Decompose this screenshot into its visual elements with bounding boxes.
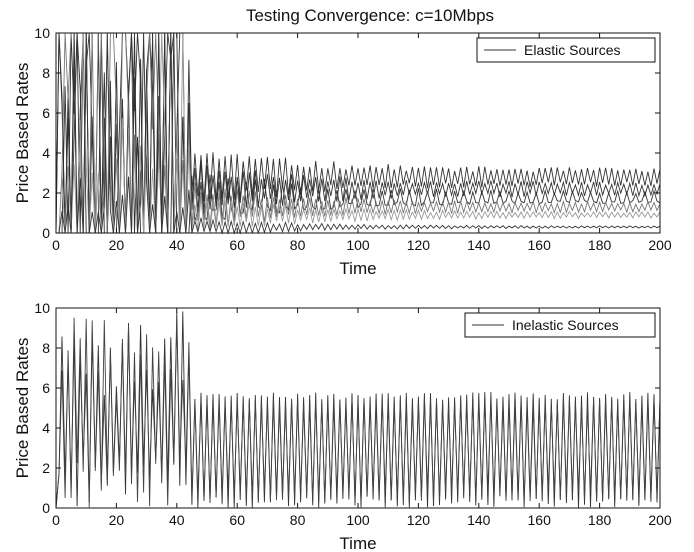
inelastic-series-line [55, 317, 661, 509]
elastic-legend: Elastic Sources [476, 37, 656, 63]
inelastic-x-tick-label: 200 [648, 512, 672, 528]
elastic-x-tick-label: 60 [229, 237, 245, 253]
elastic-x-tick-label: 0 [52, 237, 60, 253]
inelastic-x-tick-label: 100 [346, 512, 370, 528]
inelastic-x-tick-label: 0 [52, 512, 60, 528]
inelastic-legend: Inelastic Sources [464, 312, 656, 338]
elastic-x-axis-label: Time [339, 259, 376, 278]
elastic-y-tick-label: 2 [42, 185, 50, 201]
elastic-y-ticks: 0 2 4 6 8 10 [34, 25, 660, 241]
inelastic-y-tick-label: 0 [42, 500, 50, 516]
inelastic-x-tick-label: 20 [109, 512, 125, 528]
inelastic-legend-label: Inelastic Sources [512, 317, 619, 333]
elastic-y-tick-label: 4 [42, 145, 50, 161]
elastic-series-line [56, 32, 661, 235]
elastic-series-group [55, 32, 661, 235]
elastic-x-tick-label: 20 [109, 237, 125, 253]
inelastic-x-tick-label: 40 [169, 512, 185, 528]
elastic-legend-label: Elastic Sources [524, 42, 620, 58]
elastic-y-tick-label: 0 [42, 225, 50, 241]
elastic-x-ticks: 0 20 40 60 80 100 120 140 160 180 200 [52, 33, 672, 253]
inelastic-x-ticks: 0 20 40 60 80 100 120 140 160 180 200 [52, 308, 672, 528]
elastic-y-tick-label: 6 [42, 105, 50, 121]
elastic-x-tick-label: 40 [169, 237, 185, 253]
elastic-x-tick-label: 100 [346, 237, 370, 253]
elastic-plot-frame [55, 32, 661, 234]
inelastic-y-tick-label: 2 [42, 460, 50, 476]
elastic-y-tick-label: 10 [34, 25, 50, 41]
inelastic-x-tick-label: 60 [229, 512, 245, 528]
inelastic-series-group [55, 311, 661, 509]
elastic-x-tick-label: 80 [290, 237, 306, 253]
elastic-y-axis-label: Price Based Rates [13, 63, 32, 204]
inelastic-y-tick-label: 8 [42, 340, 50, 356]
chart-title: Testing Convergence: c=10Mbps [246, 6, 494, 25]
inelastic-x-tick-label: 160 [528, 512, 552, 528]
inelastic-y-axis-label: Price Based Rates [13, 338, 32, 479]
inelastic-x-tick-label: 180 [588, 512, 612, 528]
inelastic-y-tick-label: 10 [34, 300, 50, 316]
elastic-x-tick-label: 160 [528, 237, 552, 253]
inelastic-x-tick-label: 120 [407, 512, 431, 528]
elastic-y-tick-label: 8 [42, 65, 50, 81]
inelastic-y-tick-label: 6 [42, 380, 50, 396]
inelastic-x-axis-label: Time [339, 534, 376, 552]
elastic-x-tick-label: 180 [588, 237, 612, 253]
elastic-series-line [56, 32, 661, 234]
elastic-x-tick-label: 120 [407, 237, 431, 253]
inelastic-y-tick-label: 4 [42, 420, 50, 436]
inelastic-x-tick-label: 80 [290, 512, 306, 528]
elastic-x-tick-label: 140 [467, 237, 491, 253]
elastic-series-line [56, 32, 661, 234]
inelastic-plot-frame [55, 307, 661, 509]
inelastic-x-tick-label: 140 [467, 512, 491, 528]
elastic-x-tick-label: 200 [648, 237, 672, 253]
